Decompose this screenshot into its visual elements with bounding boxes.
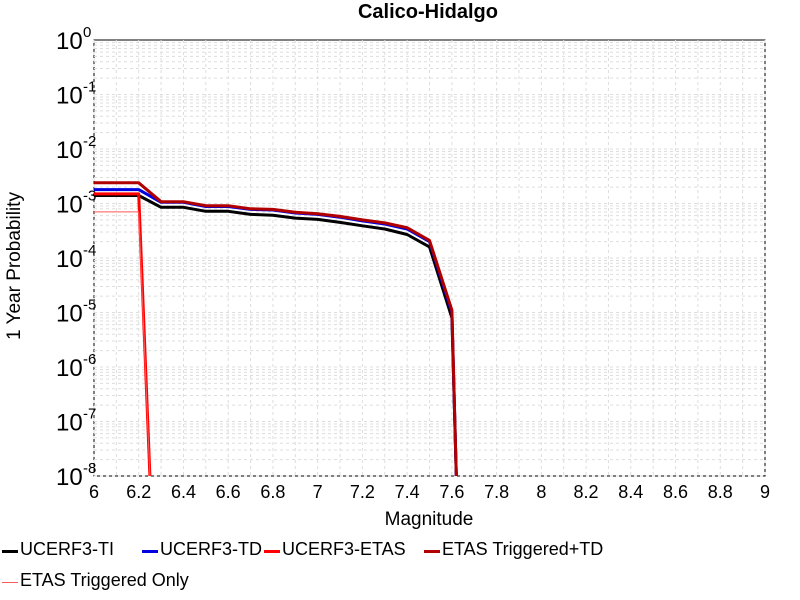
legend-item-etas-triggered-only: ETAS Triggered Only [0, 567, 230, 593]
y-tick-label: 10 -3 [56, 188, 96, 219]
y-tick-label: 10 -4 [56, 242, 96, 273]
legend-swatch [264, 550, 280, 553]
y-tick-label: 10 -7 [56, 406, 96, 437]
series-line-etas-triggered-td [94, 181, 458, 477]
y-tick-base: 10 [56, 192, 83, 219]
legend-item-ucerf3-td: UCERF3-TD [140, 536, 280, 562]
x-axis-label: Magnitude [385, 509, 474, 530]
x-tick-label: 6.4 [171, 482, 196, 502]
y-tick-exponent: -2 [83, 133, 96, 150]
x-tick-label: 6.2 [126, 482, 151, 502]
y-tick-label: 10 -5 [56, 297, 96, 328]
legend-label: ETAS Triggered Only [20, 570, 189, 590]
x-tick-label: 6.8 [260, 482, 285, 502]
x-tick-label: 8.2 [574, 482, 599, 502]
x-tick-label: 8.4 [618, 482, 643, 502]
y-tick-exponent: -8 [83, 460, 96, 477]
x-tick-label: 8 [536, 482, 546, 502]
y-tick-exponent: -7 [83, 406, 96, 423]
x-tick-label: 7.8 [484, 482, 509, 502]
y-tick-base: 10 [56, 246, 83, 273]
x-tick-label: 8.8 [708, 482, 733, 502]
x-tick-label: 7.6 [439, 482, 464, 502]
grid [93, 40, 766, 477]
legend-swatch [2, 550, 18, 553]
series-lines [94, 181, 458, 477]
y-tick-base: 10 [56, 83, 83, 110]
x-tick-label: 7 [313, 482, 323, 502]
x-tick-labels: 6 6.2 6.4 6.6 6.8 7 7.2 7.4 7.6 7.8 8 8.2 8.4 8.6 8.8 9 [89, 482, 770, 502]
y-tick-label: 10 -1 [56, 79, 96, 110]
y-tick-label: 10 -6 [56, 351, 96, 382]
y-tick-exponent: 0 [83, 24, 91, 41]
y-tick-exponent: -4 [83, 242, 96, 259]
series-line-ucerf3-ti [94, 194, 458, 477]
legend-label: UCERF3-TI [20, 539, 114, 559]
legend-swatch [424, 550, 440, 553]
legend-item-ucerf3-ti: UCERF3-TI [0, 536, 150, 562]
y-tick-exponent: -5 [83, 297, 96, 314]
y-tick-base: 10 [56, 28, 83, 55]
y-tick-base: 10 [56, 410, 83, 437]
legend-item-ucerf3-etas: UCERF3-ETAS [262, 536, 422, 562]
legend-label: UCERF3-ETAS [282, 539, 406, 559]
y-tick-exponent: -1 [83, 79, 96, 96]
series-line-etas-triggered-only [94, 211, 151, 477]
x-tick-label: 7.4 [395, 482, 420, 502]
chart-title: Calico-Hidalgo [358, 1, 498, 23]
y-tick-base: 10 [56, 355, 83, 382]
y-tick-label: 10 -2 [56, 133, 96, 164]
y-tick-exponent: -3 [83, 188, 96, 205]
legend-label: UCERF3-TD [160, 539, 262, 559]
x-tick-label: 6.6 [216, 482, 241, 502]
y-tick-exponent: -6 [83, 351, 96, 368]
legend-item-etas-triggered-td: ETAS Triggered+TD [422, 536, 642, 562]
y-tick-label: 10 -8 [56, 460, 96, 491]
y-tick-base: 10 [56, 301, 83, 328]
legend-swatch [142, 550, 158, 553]
x-tick-label: 9 [760, 482, 770, 502]
y-tick-base: 10 [56, 464, 83, 491]
legend-swatch [2, 582, 18, 583]
y-axis-label: 1 Year Probability [4, 192, 25, 340]
y-tick-base: 10 [56, 137, 83, 164]
y-tick-label: 10 0 [56, 24, 91, 55]
legend-label: ETAS Triggered+TD [442, 539, 604, 559]
x-tick-label: 6 [89, 482, 99, 502]
x-tick-label: 8.6 [663, 482, 688, 502]
x-tick-label: 7.2 [350, 482, 375, 502]
